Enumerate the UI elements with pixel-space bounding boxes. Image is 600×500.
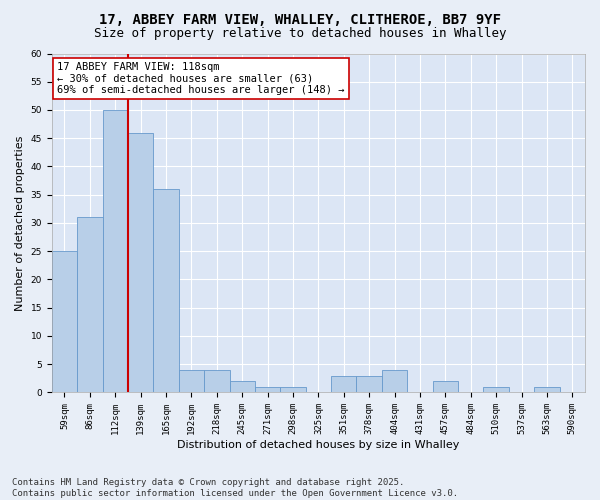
Bar <box>382 370 407 392</box>
Bar <box>154 189 179 392</box>
Bar <box>280 387 305 392</box>
Bar <box>534 387 560 392</box>
Bar <box>255 387 280 392</box>
Bar <box>230 381 255 392</box>
Y-axis label: Number of detached properties: Number of detached properties <box>15 136 25 310</box>
Bar <box>52 251 77 392</box>
Bar <box>128 132 154 392</box>
Bar <box>103 110 128 393</box>
Text: Size of property relative to detached houses in Whalley: Size of property relative to detached ho… <box>94 28 506 40</box>
Bar <box>179 370 204 392</box>
Bar <box>77 218 103 392</box>
Bar <box>331 376 356 392</box>
Bar <box>484 387 509 392</box>
Bar <box>433 381 458 392</box>
Bar <box>204 370 230 392</box>
X-axis label: Distribution of detached houses by size in Whalley: Distribution of detached houses by size … <box>177 440 460 450</box>
Bar <box>356 376 382 392</box>
Text: 17, ABBEY FARM VIEW, WHALLEY, CLITHEROE, BB7 9YF: 17, ABBEY FARM VIEW, WHALLEY, CLITHEROE,… <box>99 12 501 26</box>
Text: 17 ABBEY FARM VIEW: 118sqm
← 30% of detached houses are smaller (63)
69% of semi: 17 ABBEY FARM VIEW: 118sqm ← 30% of deta… <box>57 62 344 95</box>
Text: Contains HM Land Registry data © Crown copyright and database right 2025.
Contai: Contains HM Land Registry data © Crown c… <box>12 478 458 498</box>
